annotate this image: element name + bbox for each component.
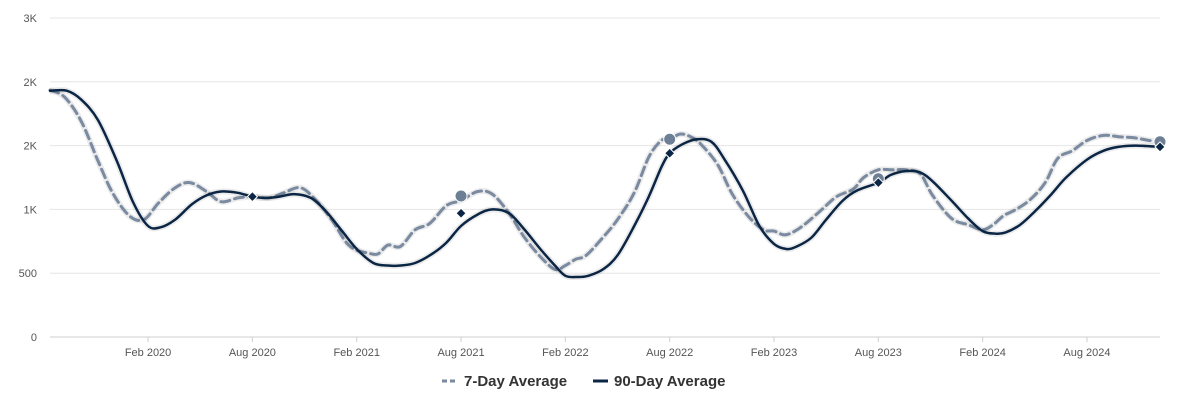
series-shadow-7-day — [48, 87, 1161, 273]
series-line-7-day[interactable] — [48, 88, 1162, 272]
data-point-90-day[interactable] — [455, 207, 467, 219]
x-tick-label: Aug 2024 — [1063, 347, 1110, 359]
legend-label-7-day: 7-Day Average — [464, 373, 567, 390]
x-tick-label: Aug 2022 — [646, 347, 693, 359]
y-tick-label: 1K — [24, 204, 38, 216]
y-tick-label: 0 — [31, 332, 37, 344]
series-group — [48, 87, 1162, 281]
legend-item-90-day[interactable]: 90-Day Average — [593, 373, 725, 390]
x-tick-label: Aug 2021 — [437, 347, 484, 359]
data-point-90-day[interactable] — [663, 147, 676, 159]
y-tick-label: 3K — [24, 13, 38, 25]
data-point-90-day[interactable] — [872, 176, 885, 189]
x-tick-label: Feb 2021 — [333, 347, 379, 359]
legend-item-7-day[interactable]: 7-Day Average — [442, 373, 567, 390]
data-point-90-day[interactable] — [1154, 141, 1166, 153]
marker-group — [246, 132, 1167, 219]
x-tick-label: Feb 2024 — [959, 347, 1005, 359]
y-tick-label: 2K — [24, 77, 38, 89]
x-tick-label: Feb 2020 — [125, 347, 171, 359]
data-point-7-day[interactable] — [454, 189, 468, 203]
y-tick-label: 2K — [24, 141, 38, 153]
x-tick-label: Feb 2023 — [751, 347, 797, 359]
x-axis: Feb 2020 Aug 2020 Feb 2021 Aug 2021 Feb 2022… — [125, 337, 1111, 359]
x-tick-label: Aug 2023 — [855, 347, 902, 359]
legend-label-90-day: 90-Day Average — [614, 373, 725, 390]
y-axis: 0 500 1K 2K 2K 3K — [19, 13, 38, 344]
grid — [50, 17, 1160, 338]
legend: 7-Day Average 90-Day Average — [442, 373, 725, 390]
x-tick-label: Aug 2020 — [229, 347, 276, 359]
series-shadow-90-day — [49, 87, 1161, 281]
x-tick-label: Feb 2022 — [542, 347, 588, 359]
data-point-90-day[interactable] — [246, 190, 259, 203]
series-line-90-day[interactable] — [48, 88, 1162, 279]
y-tick-label: 500 — [19, 268, 37, 280]
data-point-7-day[interactable] — [663, 132, 677, 146]
